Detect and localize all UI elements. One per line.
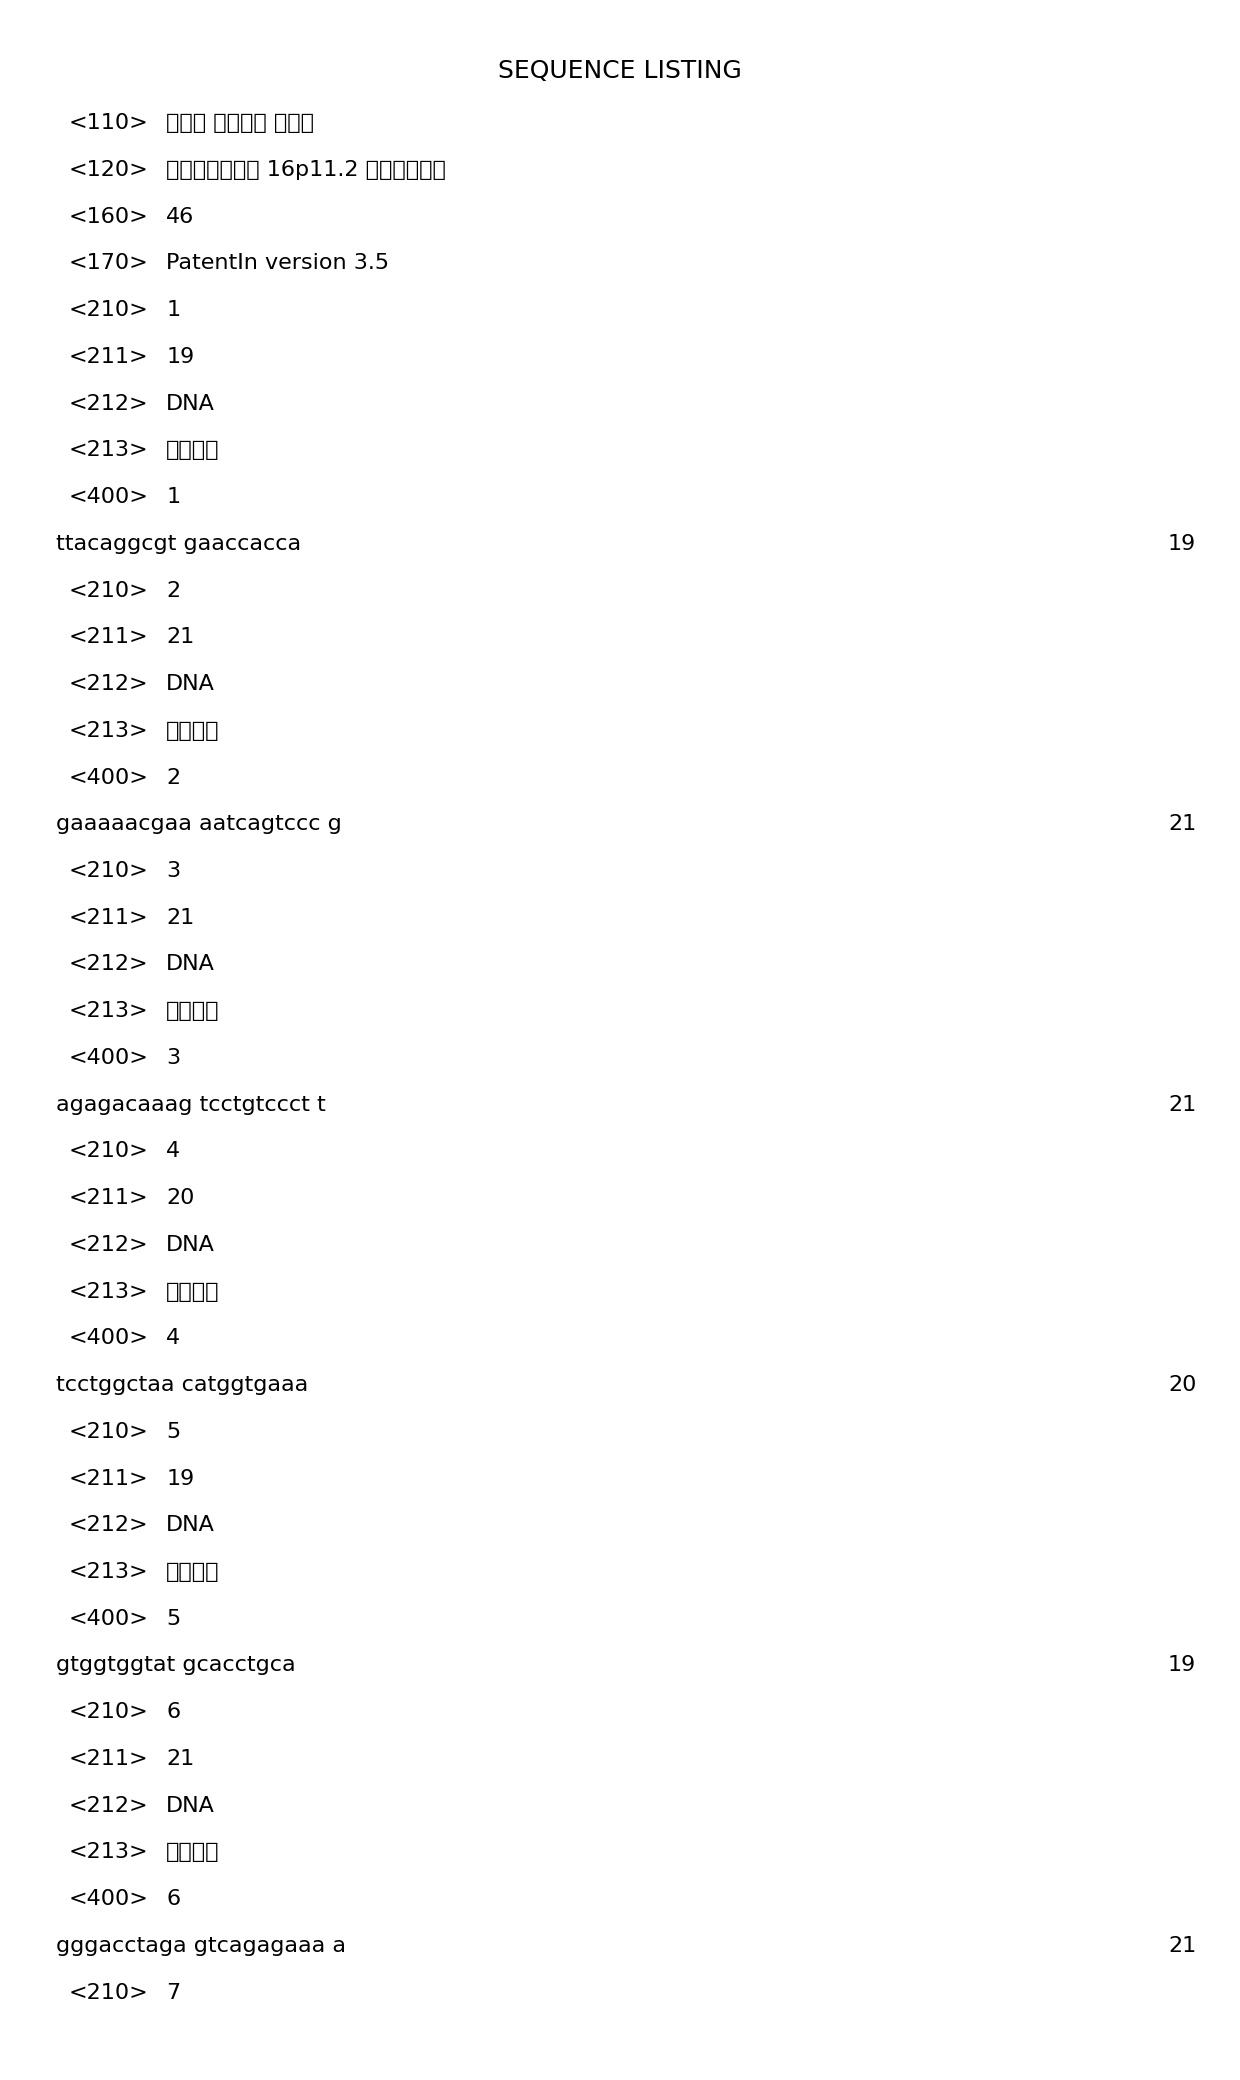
Text: <213>: <213> [68, 441, 148, 460]
Text: <120>: <120> [68, 160, 148, 181]
Text: DNA: DNA [166, 393, 216, 414]
Text: <170>: <170> [68, 254, 148, 272]
Text: 5: 5 [166, 1608, 181, 1629]
Text: 人工序列: 人工序列 [166, 1843, 219, 1862]
Text: 人工序列: 人工序列 [166, 441, 219, 460]
Text: <400>: <400> [68, 1048, 148, 1067]
Text: 1: 1 [166, 487, 181, 508]
Text: <212>: <212> [68, 393, 148, 414]
Text: 20: 20 [166, 1188, 195, 1208]
Text: <213>: <213> [68, 1562, 148, 1583]
Text: 21: 21 [166, 628, 195, 647]
Text: tcctggctaa catggtgaaa: tcctggctaa catggtgaaa [56, 1375, 309, 1396]
Text: DNA: DNA [166, 1795, 216, 1816]
Text: <210>: <210> [68, 861, 148, 882]
Text: <400>: <400> [68, 1329, 148, 1348]
Text: 3: 3 [166, 1048, 181, 1067]
Text: 21: 21 [1168, 1936, 1197, 1955]
Text: <400>: <400> [68, 768, 148, 788]
Text: <211>: <211> [68, 347, 148, 366]
Text: SEQUENCE LISTING: SEQUENCE LISTING [498, 58, 742, 83]
Text: 6: 6 [166, 1889, 181, 1909]
Text: <213>: <213> [68, 1281, 148, 1302]
Text: <211>: <211> [68, 1468, 148, 1489]
Text: 21: 21 [166, 907, 195, 928]
Text: 一种检测染色体 16p11.2 微缺失的产品: 一种检测染色体 16p11.2 微缺失的产品 [166, 160, 446, 181]
Text: DNA: DNA [166, 955, 216, 976]
Text: <400>: <400> [68, 487, 148, 508]
Text: 2: 2 [166, 768, 181, 788]
Text: PatentIn version 3.5: PatentIn version 3.5 [166, 254, 389, 272]
Text: DNA: DNA [166, 1236, 216, 1254]
Text: 人工序列: 人工序列 [166, 722, 219, 740]
Text: 19: 19 [166, 1468, 195, 1489]
Text: <212>: <212> [68, 1795, 148, 1816]
Text: <212>: <212> [68, 674, 148, 695]
Text: <160>: <160> [68, 206, 148, 227]
Text: 2: 2 [166, 580, 181, 601]
Text: 3: 3 [166, 861, 181, 882]
Text: 5: 5 [166, 1423, 181, 1441]
Text: 20: 20 [1168, 1375, 1197, 1396]
Text: 1: 1 [166, 300, 181, 320]
Text: <212>: <212> [68, 1516, 148, 1535]
Text: <400>: <400> [68, 1889, 148, 1909]
Text: 人工序列: 人工序列 [166, 1562, 219, 1583]
Text: gtggtggtat gcacctgca: gtggtggtat gcacctgca [56, 1656, 295, 1676]
Text: 人工序列: 人工序列 [166, 1281, 219, 1302]
Text: ttacaggcgt gaaccacca: ttacaggcgt gaaccacca [56, 535, 301, 553]
Text: 21: 21 [1168, 1094, 1197, 1115]
Text: <210>: <210> [68, 1701, 148, 1722]
Text: 21: 21 [166, 1749, 195, 1768]
Text: <211>: <211> [68, 1188, 148, 1208]
Text: DNA: DNA [166, 1516, 216, 1535]
Text: <212>: <212> [68, 955, 148, 976]
Text: <210>: <210> [68, 1142, 148, 1161]
Text: DNA: DNA [166, 674, 216, 695]
Text: gaaaaacgaa aatcagtccc g: gaaaaacgaa aatcagtccc g [56, 813, 342, 834]
Text: 19: 19 [166, 347, 195, 366]
Text: <211>: <211> [68, 628, 148, 647]
Text: 6: 6 [166, 1701, 181, 1722]
Text: <210>: <210> [68, 1982, 148, 2003]
Text: 19: 19 [1168, 1656, 1197, 1676]
Text: 19: 19 [1168, 535, 1197, 553]
Text: <211>: <211> [68, 1749, 148, 1768]
Text: <210>: <210> [68, 300, 148, 320]
Text: <212>: <212> [68, 1236, 148, 1254]
Text: <213>: <213> [68, 1000, 148, 1021]
Text: 21: 21 [1168, 813, 1197, 834]
Text: 7: 7 [166, 1982, 181, 2003]
Text: <211>: <211> [68, 907, 148, 928]
Text: <400>: <400> [68, 1608, 148, 1629]
Text: agagacaaag tcctgtccct t: agagacaaag tcctgtccct t [56, 1094, 326, 1115]
Text: 吴南； 吴志宏； 邱贵兴: 吴南； 吴志宏； 邱贵兴 [166, 112, 314, 133]
Text: <213>: <213> [68, 722, 148, 740]
Text: 4: 4 [166, 1142, 181, 1161]
Text: <210>: <210> [68, 1423, 148, 1441]
Text: 4: 4 [166, 1329, 181, 1348]
Text: 46: 46 [166, 206, 195, 227]
Text: <210>: <210> [68, 580, 148, 601]
Text: <213>: <213> [68, 1843, 148, 1862]
Text: 人工序列: 人工序列 [166, 1000, 219, 1021]
Text: <110>: <110> [68, 112, 148, 133]
Text: gggacctaga gtcagagaaa a: gggacctaga gtcagagaaa a [56, 1936, 346, 1955]
